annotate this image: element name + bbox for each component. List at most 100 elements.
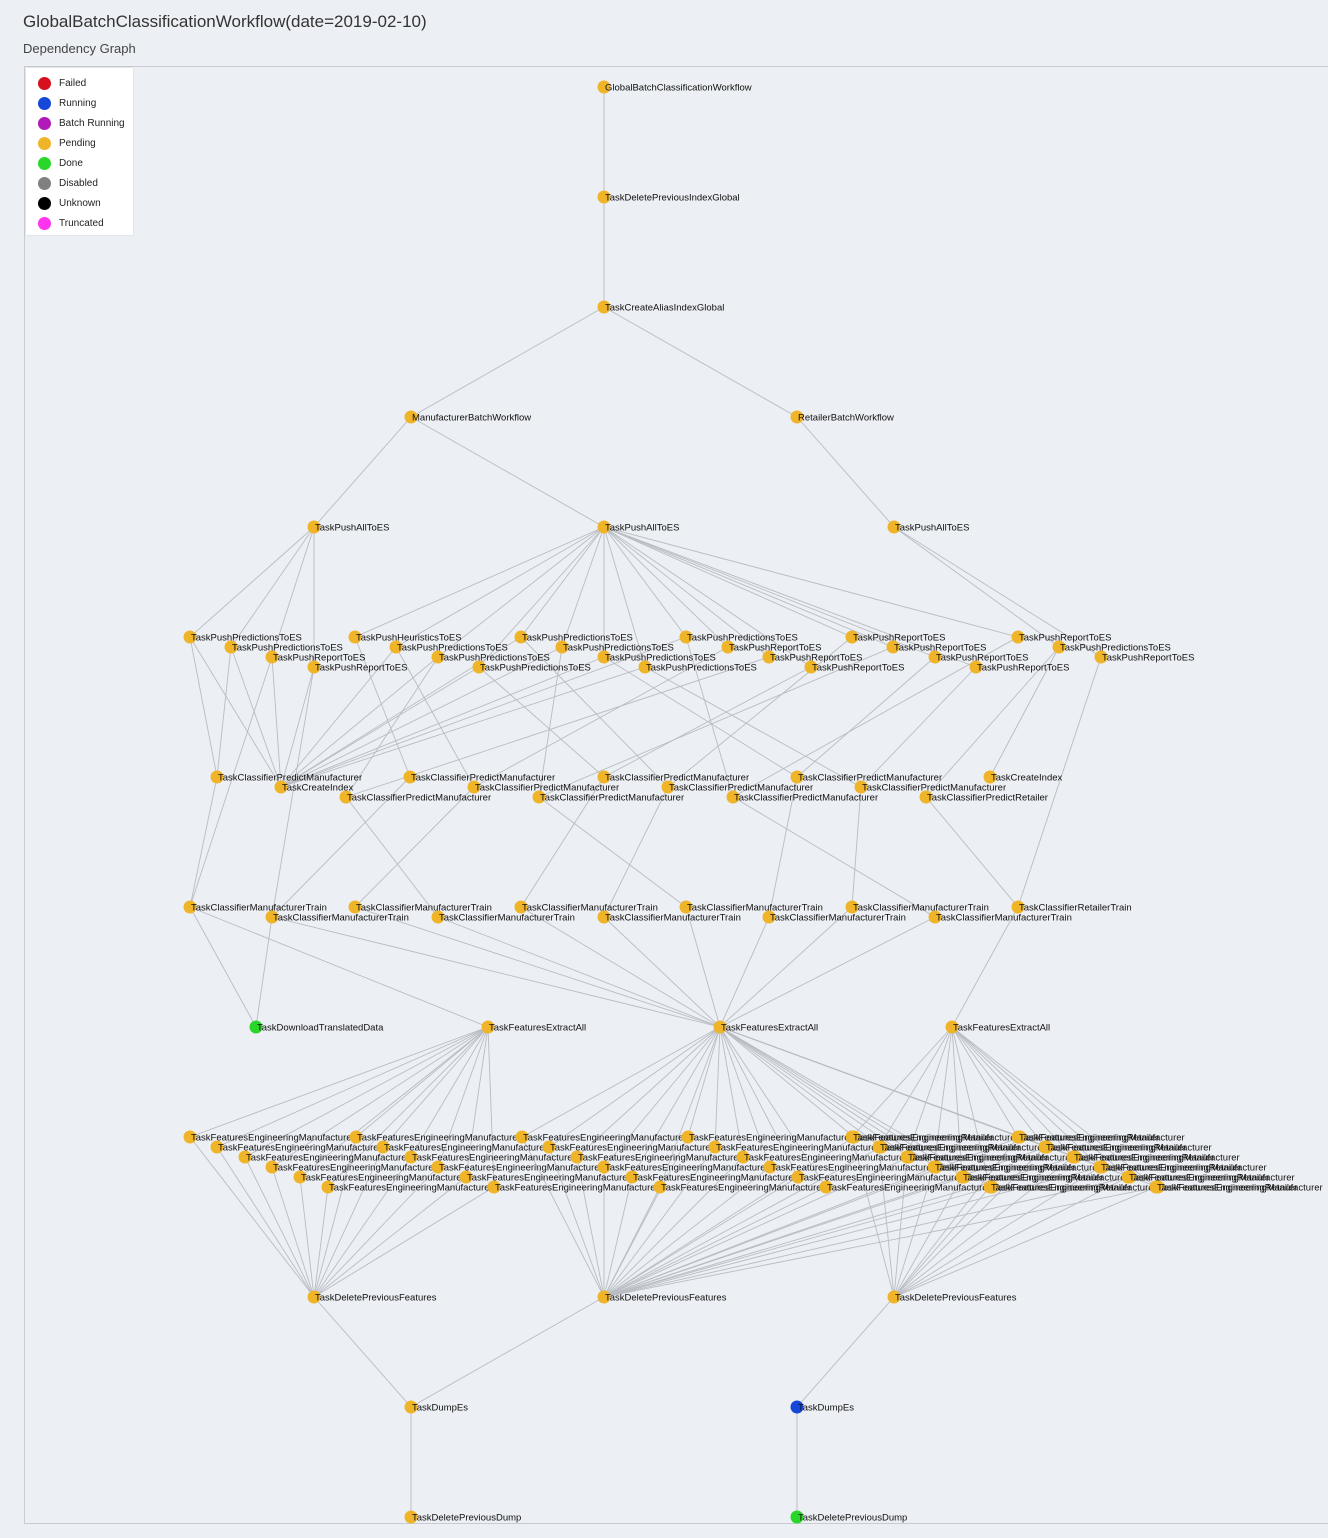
graph-node[interactable]: TaskClassifierManufacturerTrain bbox=[514, 900, 658, 914]
node-status-dot-icon[interactable] bbox=[210, 1140, 224, 1154]
node-label[interactable]: TaskPushPredictionsToES bbox=[232, 643, 343, 654]
graph-node[interactable]: TaskClassifierPredictRetailer bbox=[919, 790, 1048, 804]
node-label[interactable]: TaskPushReportToES bbox=[729, 643, 821, 654]
node-label[interactable]: TaskClassifierPredictRetailer bbox=[927, 793, 1048, 804]
node-label[interactable]: TaskPushReportToES bbox=[1019, 633, 1111, 644]
node-label[interactable]: TaskDeletePreviousIndexGlobal bbox=[605, 193, 740, 204]
node-label[interactable]: TaskClassifierManufacturerTrain bbox=[853, 903, 989, 914]
node-status-dot-icon[interactable] bbox=[265, 650, 279, 664]
node-label[interactable]: TaskPushReportToES bbox=[894, 643, 986, 654]
node-label[interactable]: TaskClassifierPredictManufacturer bbox=[411, 773, 555, 784]
node-label[interactable]: TaskClassifierManufacturerTrain bbox=[356, 903, 492, 914]
node-label[interactable]: TaskFeaturesEngineeringManufacturer bbox=[882, 1143, 1046, 1154]
node-label[interactable]: TaskClassifierManufacturerTrain bbox=[936, 913, 1072, 924]
node-label[interactable]: TaskFeaturesEngineeringManufacturer bbox=[467, 1173, 631, 1184]
node-label[interactable]: TaskFeaturesEngineeringManufacturer bbox=[827, 1183, 991, 1194]
node-label[interactable]: TaskFeaturesEngineeringRetailer bbox=[963, 1173, 1103, 1184]
node-label[interactable]: TaskPushAllToES bbox=[605, 523, 679, 534]
graph-node[interactable]: TaskPushAllToES bbox=[307, 520, 390, 534]
node-label[interactable]: TaskPushReportToES bbox=[273, 653, 365, 664]
graph-node[interactable]: TaskPushReportToES bbox=[928, 650, 1029, 664]
node-label[interactable]: TaskFeaturesEngineeringManufacturer bbox=[1076, 1153, 1240, 1164]
node-label[interactable]: TaskFeaturesEngineeringManufacturer bbox=[965, 1173, 1129, 1184]
graph-node[interactable]: TaskClassifierPredictManufacturer bbox=[532, 790, 685, 804]
node-status-dot-icon[interactable] bbox=[431, 910, 445, 924]
node-label[interactable]: TaskFeaturesEngineeringRetailer bbox=[991, 1183, 1131, 1194]
node-status-dot-icon[interactable] bbox=[845, 900, 859, 914]
node-status-dot-icon[interactable] bbox=[403, 770, 417, 784]
graph-node[interactable]: TaskFeaturesEngineeringRetailer bbox=[845, 1130, 994, 1144]
node-status-dot-icon[interactable] bbox=[293, 1170, 307, 1184]
node-status-dot-icon[interactable] bbox=[887, 520, 901, 534]
node-label[interactable]: TaskClassifierManufacturerTrain bbox=[605, 913, 741, 924]
graph-node[interactable]: GlobalBatchClassificationWorkflow bbox=[597, 80, 752, 94]
node-status-dot-icon[interactable] bbox=[183, 900, 197, 914]
node-status-dot-icon[interactable] bbox=[819, 1180, 833, 1194]
node-status-dot-icon[interactable] bbox=[763, 1160, 777, 1174]
graph-node[interactable]: TaskClassifierManufacturerTrain bbox=[265, 910, 409, 924]
node-status-dot-icon[interactable] bbox=[679, 630, 693, 644]
node-status-dot-icon[interactable] bbox=[376, 1140, 390, 1154]
node-label[interactable]: TaskPushPredictionsToES bbox=[480, 663, 591, 674]
graph-node[interactable]: TaskCreateAliasIndexGlobal bbox=[597, 300, 725, 314]
graph-node[interactable]: TaskDeletePreviousFeatures bbox=[307, 1290, 437, 1304]
node-status-dot-icon[interactable] bbox=[845, 1130, 859, 1144]
node-status-dot-icon[interactable] bbox=[274, 780, 288, 794]
node-status-dot-icon[interactable] bbox=[404, 1400, 418, 1414]
graph-node[interactable]: TaskFeaturesEngineeringRetailer bbox=[1149, 1180, 1298, 1194]
node-status-dot-icon[interactable] bbox=[224, 640, 238, 654]
node-status-dot-icon[interactable] bbox=[681, 1130, 695, 1144]
graph-node[interactable]: TaskDumpEs bbox=[404, 1400, 469, 1414]
node-status-dot-icon[interactable] bbox=[713, 1020, 727, 1034]
node-label[interactable]: TaskFeaturesEngineeringManufacturer bbox=[523, 1133, 687, 1144]
graph-node[interactable]: TaskFeaturesEngineeringManufacturer bbox=[515, 1130, 687, 1144]
node-status-dot-icon[interactable] bbox=[791, 1170, 805, 1184]
node-label[interactable]: RetailerBatchWorkflow bbox=[798, 413, 894, 424]
node-label[interactable]: TaskFeaturesEngineeringRetailer bbox=[853, 1133, 993, 1144]
node-label[interactable]: TaskDeletePreviousFeatures bbox=[605, 1293, 727, 1304]
node-status-dot-icon[interactable] bbox=[726, 790, 740, 804]
node-label[interactable]: TaskClassifierPredictManufacturer bbox=[734, 793, 878, 804]
node-status-dot-icon[interactable] bbox=[854, 780, 868, 794]
node-status-dot-icon[interactable] bbox=[762, 910, 776, 924]
node-status-dot-icon[interactable] bbox=[597, 650, 611, 664]
node-status-dot-icon[interactable] bbox=[307, 520, 321, 534]
node-label[interactable]: TaskFeaturesEngineeringRetailer bbox=[1019, 1133, 1159, 1144]
graph-node[interactable]: TaskClassifierPredictManufacturer bbox=[403, 770, 556, 784]
node-label[interactable]: TaskClassifierPredictManufacturer bbox=[540, 793, 684, 804]
graph-node[interactable]: TaskFeaturesEngineeringManufacturer bbox=[183, 1130, 355, 1144]
graph-node[interactable]: TaskFeaturesEngineeringRetailer bbox=[1011, 1130, 1160, 1144]
node-status-dot-icon[interactable] bbox=[431, 650, 445, 664]
graph-node[interactable]: TaskFeaturesEngineeringRetailer bbox=[900, 1150, 1049, 1164]
node-status-dot-icon[interactable] bbox=[708, 1140, 722, 1154]
node-label[interactable]: TaskFeaturesEngineeringManufacturer bbox=[412, 1153, 576, 1164]
node-label[interactable]: TaskClassifierManufacturerTrain bbox=[687, 903, 823, 914]
node-label[interactable]: TaskClassifierPredictManufacturer bbox=[218, 773, 362, 784]
graph-node[interactable]: TaskPushPredictionsToES bbox=[224, 640, 343, 654]
node-status-dot-icon[interactable] bbox=[790, 1510, 804, 1524]
node-label[interactable]: TaskCreateIndex bbox=[991, 773, 1063, 784]
node-status-dot-icon[interactable] bbox=[790, 770, 804, 784]
node-label[interactable]: TaskFeaturesEngineeringManufacturer bbox=[439, 1163, 603, 1174]
graph-node[interactable]: TaskClassifierPredictManufacturer bbox=[597, 770, 750, 784]
graph-node[interactable]: TaskFeaturesEngineeringManufacturer bbox=[736, 1150, 908, 1164]
node-label[interactable]: TaskPushPredictionsToES bbox=[646, 663, 757, 674]
node-status-dot-icon[interactable] bbox=[404, 1510, 418, 1524]
node-status-dot-icon[interactable] bbox=[467, 780, 481, 794]
node-status-dot-icon[interactable] bbox=[928, 650, 942, 664]
node-status-dot-icon[interactable] bbox=[679, 900, 693, 914]
node-status-dot-icon[interactable] bbox=[404, 410, 418, 424]
node-label[interactable]: TaskFeaturesEngineeringManufacturer bbox=[771, 1163, 935, 1174]
node-status-dot-icon[interactable] bbox=[1052, 640, 1066, 654]
node-label[interactable]: TaskFeaturesEngineeringManufacturer bbox=[1048, 1143, 1212, 1154]
graph-node[interactable]: TaskClassifierPredictManufacturer bbox=[339, 790, 492, 804]
node-label[interactable]: TaskPushReportToES bbox=[853, 633, 945, 644]
node-status-dot-icon[interactable] bbox=[804, 660, 818, 674]
node-label[interactable]: TaskDeletePreviousFeatures bbox=[315, 1293, 437, 1304]
node-label[interactable]: TaskFeaturesEngineeringManufacturer bbox=[191, 1133, 355, 1144]
graph-node[interactable]: TaskClassifierPredictManufacturer bbox=[854, 780, 1007, 794]
graph-node[interactable]: TaskFeaturesEngineeringManufacturer bbox=[625, 1170, 797, 1184]
node-status-dot-icon[interactable] bbox=[1066, 1150, 1080, 1164]
graph-node[interactable]: TaskFeaturesEngineeringManufacturer bbox=[542, 1140, 714, 1154]
node-status-dot-icon[interactable] bbox=[1094, 650, 1108, 664]
